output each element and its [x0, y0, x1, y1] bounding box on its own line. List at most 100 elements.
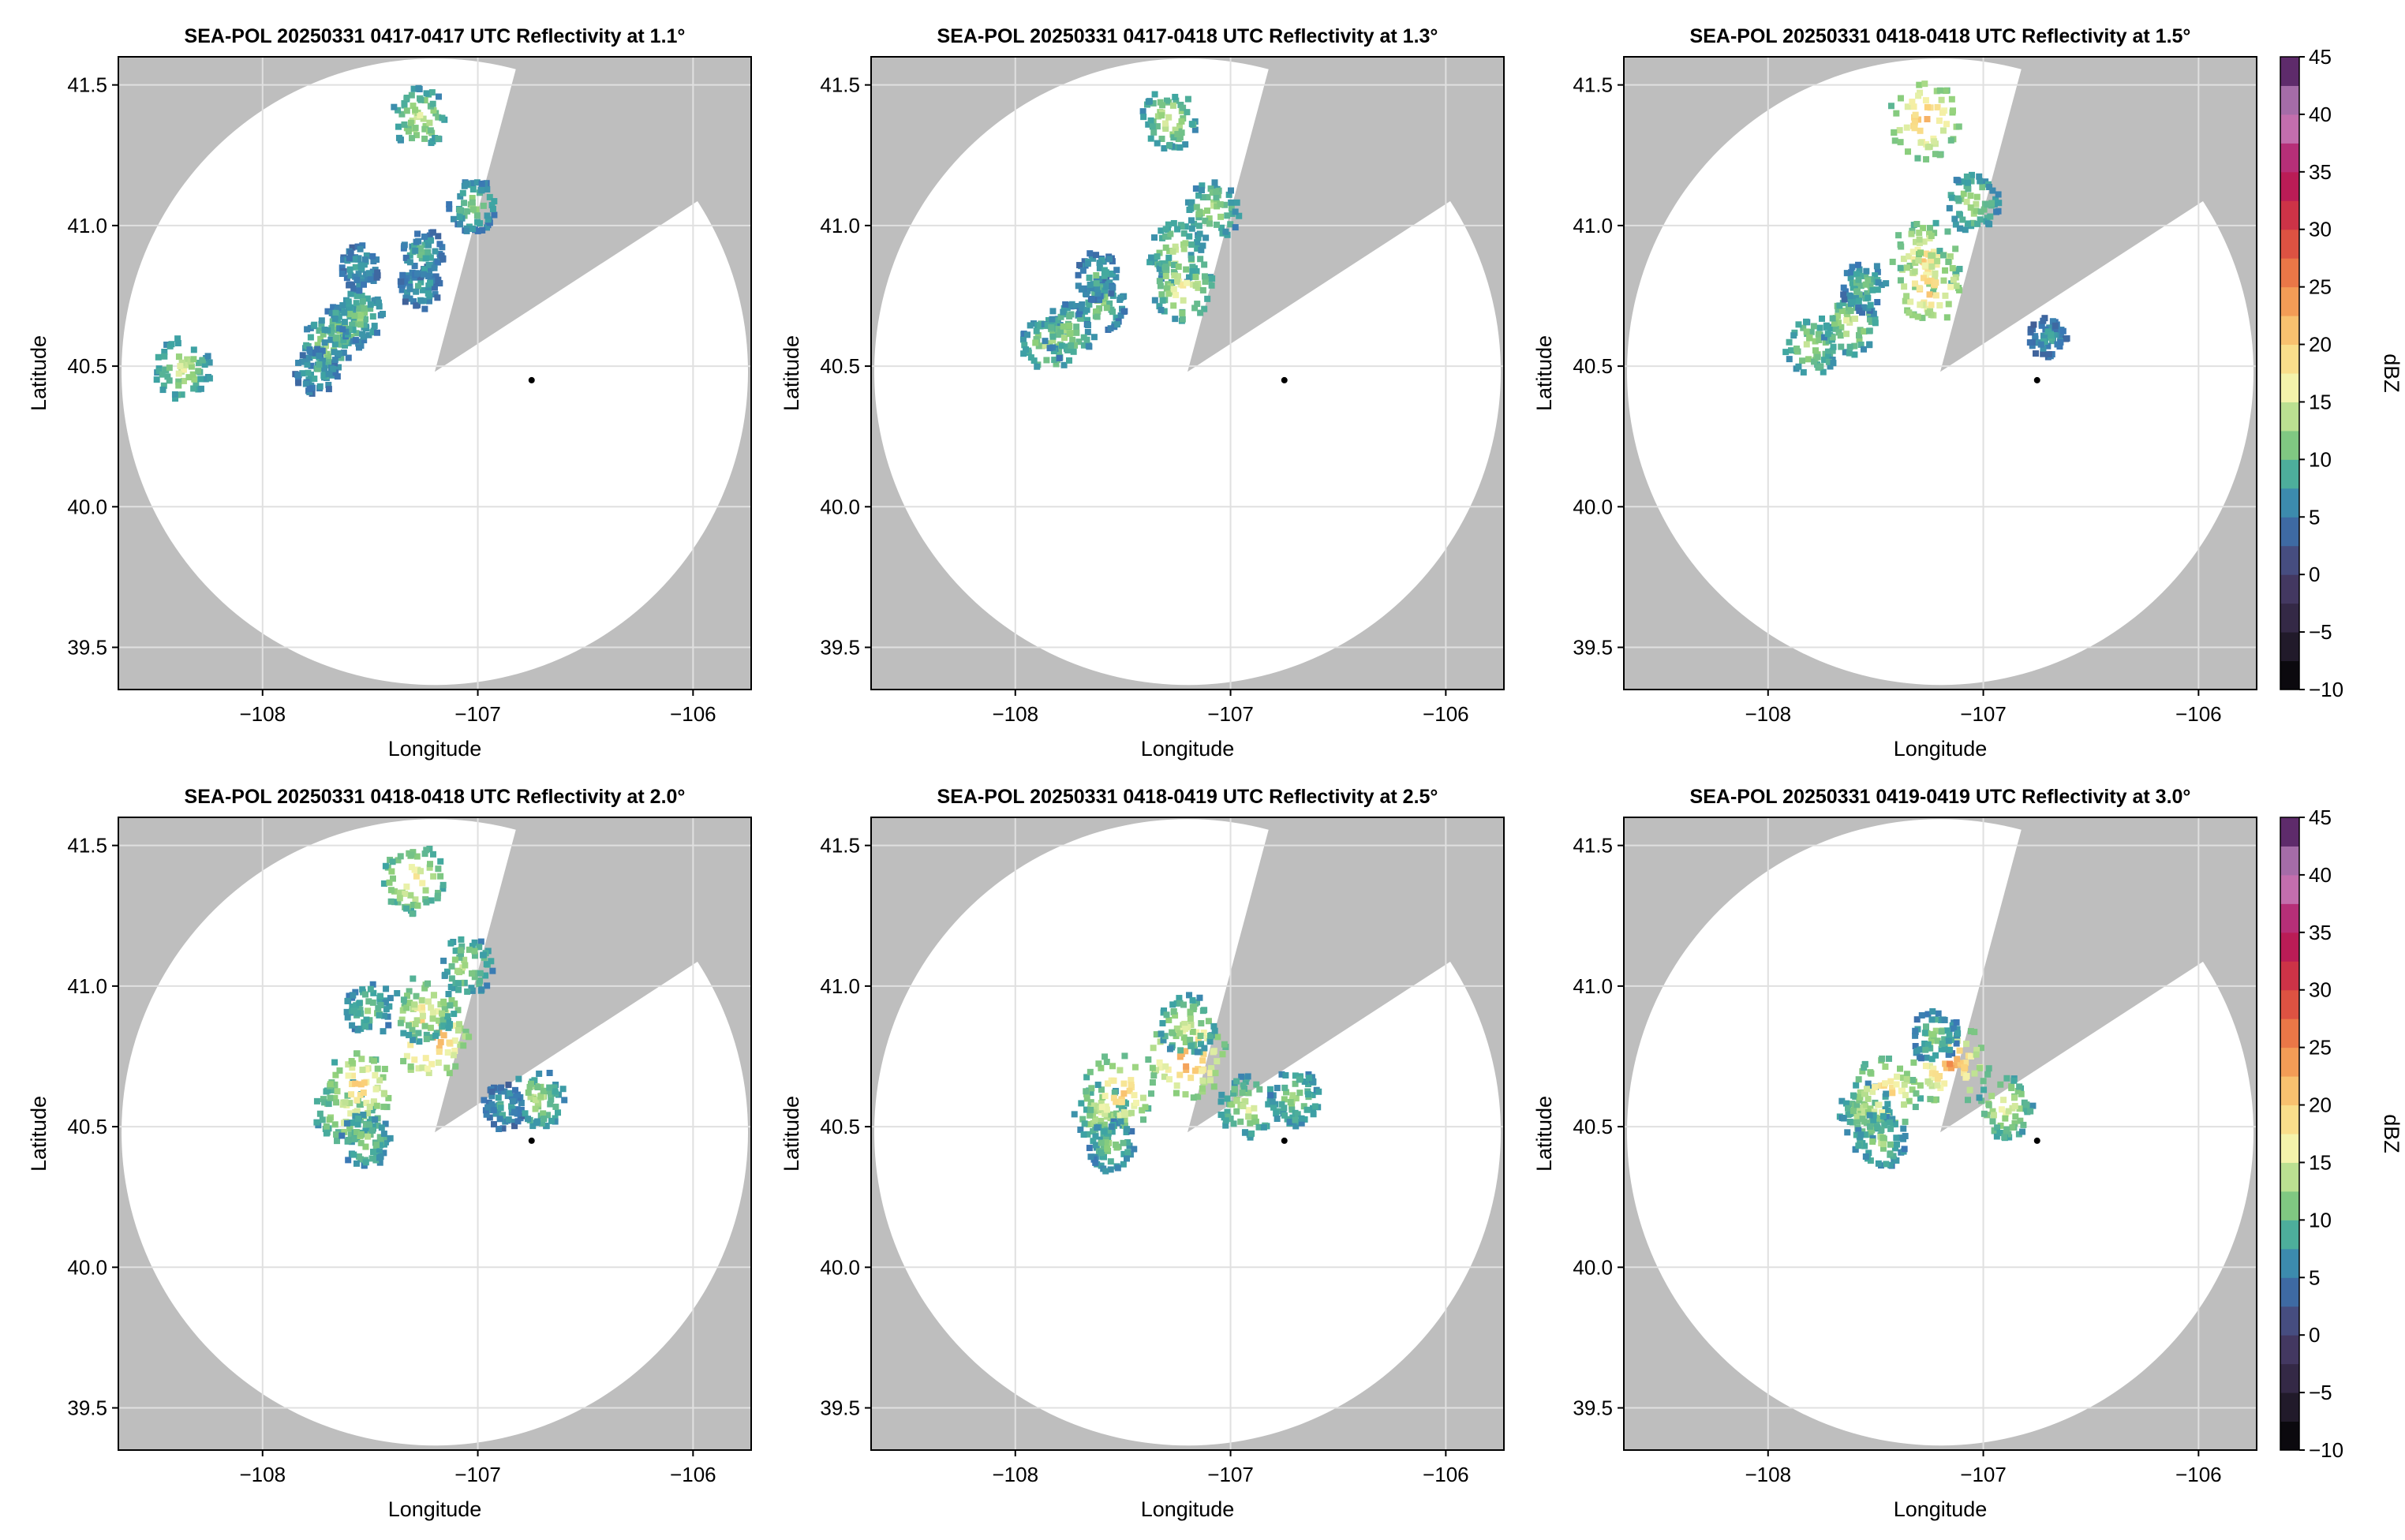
axes-frame: [870, 56, 1505, 690]
echo-pixel: [1092, 1133, 1099, 1140]
echo-pixel: [1846, 1110, 1853, 1117]
echo-pixel: [2038, 322, 2045, 329]
echo-pixel: [191, 376, 198, 383]
echo-pixel: [1932, 1027, 1939, 1034]
echo-pixel: [201, 361, 208, 368]
echo-pixel: [1072, 342, 1079, 349]
echo-pixel: [387, 995, 394, 1002]
echo-pixel: [456, 221, 463, 228]
echo-pixel: [1083, 1095, 1090, 1102]
echo-pixel: [1830, 343, 1837, 350]
echo-pixel: [376, 1011, 383, 1019]
echo-pixel: [1073, 303, 1080, 310]
echo-pixel: [1973, 1046, 1980, 1053]
echo-pixel: [1066, 331, 1073, 338]
echo-pixel: [373, 256, 380, 264]
echo-pixel: [1107, 1166, 1114, 1173]
echo-pixel: [317, 335, 324, 342]
echo-pixel: [350, 327, 357, 334]
echo-pixel: [1292, 1123, 1300, 1130]
echo-pixel: [350, 316, 357, 323]
echo-pixel: [471, 939, 478, 946]
echo-pixel: [367, 275, 374, 282]
echo-pixel: [1846, 319, 1853, 326]
echo-pixel: [334, 373, 341, 380]
echo-pixel: [341, 309, 348, 316]
echo-pixel: [1954, 1056, 1961, 1063]
y-tick-label: 39.5: [820, 1396, 860, 1420]
echo-pixel: [421, 305, 428, 312]
echo-pixel: [1953, 270, 1960, 277]
echo-pixel: [1081, 1120, 1088, 1127]
echo-pixel: [363, 252, 370, 259]
echo-pixel: [417, 96, 425, 103]
echo-pixel: [367, 985, 374, 992]
echo-pixel: [1195, 1036, 1202, 1043]
echo-pixel: [1233, 1078, 1240, 1085]
echo-pixel: [1090, 1156, 1098, 1163]
echo-pixel: [1096, 305, 1103, 312]
echo-pixel: [345, 1136, 352, 1143]
echo-pixel: [1954, 1026, 1961, 1033]
echo-pixel: [423, 90, 430, 97]
echo-pixel: [1020, 350, 1027, 357]
echo-pixel: [1165, 1066, 1172, 1073]
echo-pixel: [437, 858, 444, 865]
echo-pixel: [372, 1116, 379, 1123]
colorbar-tick-label: 25: [2309, 275, 2332, 299]
echo-pixel: [356, 344, 363, 351]
echo-pixel: [340, 337, 347, 344]
echo-pixel: [363, 1016, 370, 1023]
echo-pixel: [1838, 1097, 1846, 1105]
echo-pixel: [1879, 1134, 1887, 1142]
echo-pixel: [1164, 97, 1171, 104]
echo-pixel: [1091, 1116, 1098, 1123]
echo-pixel: [514, 1091, 522, 1098]
echo-pixel: [337, 341, 344, 348]
echo-pixel: [351, 312, 358, 320]
echo-cell: [2026, 315, 2070, 361]
echo-pixel: [1855, 304, 1862, 311]
echo-pixel: [1204, 295, 1211, 302]
echo-pixel: [548, 1096, 555, 1103]
echo-pixel: [1967, 192, 1974, 200]
echo-pixel: [415, 1065, 422, 1072]
echo-pixel: [305, 369, 312, 376]
echo-pixel: [1820, 334, 1827, 341]
y-tick-label: 41.5: [1573, 834, 1613, 858]
x-tick-label: −107: [1207, 1463, 1254, 1486]
echo-pixel: [1172, 126, 1179, 133]
colorbar-tick-label: 45: [2309, 806, 2332, 829]
echo-pixel: [452, 1063, 459, 1070]
echo-pixel: [1951, 215, 1958, 222]
echo-pixel: [1309, 1091, 1316, 1098]
echo-pixel: [1172, 93, 1179, 100]
echo-pixel: [1189, 264, 1196, 271]
echo-cell: [1139, 91, 1199, 152]
echo-pixel: [1094, 285, 1101, 292]
echo-pixel: [1934, 1075, 1941, 1082]
echo-pixel: [1088, 285, 1095, 292]
echo-pixel: [488, 1101, 496, 1108]
echo-pixel: [374, 329, 381, 336]
echo-pixel: [1912, 1104, 1919, 1111]
echo-pixel: [316, 361, 323, 368]
echo-pixel: [1963, 198, 1970, 205]
echo-pixel: [461, 979, 468, 986]
echo-pixel: [1916, 239, 1923, 246]
echo-pixel: [331, 360, 338, 367]
colorbar-segment: [2280, 1363, 2299, 1393]
y-tick-label: 40.0: [820, 1255, 860, 1279]
echo-pixel: [295, 359, 302, 366]
echo-pixel: [195, 368, 202, 375]
echo-pixel: [409, 135, 416, 142]
echo-pixel: [174, 335, 181, 342]
echo-pixel: [1199, 194, 1206, 201]
echo-pixel: [1861, 1111, 1868, 1118]
echo-pixel: [302, 356, 309, 363]
echo-pixel: [1087, 1089, 1094, 1096]
echo-pixel: [1150, 129, 1158, 136]
echo-pixel: [1870, 1112, 1877, 1119]
echo-pixel: [420, 115, 427, 122]
echo-pixel: [1933, 261, 1940, 268]
